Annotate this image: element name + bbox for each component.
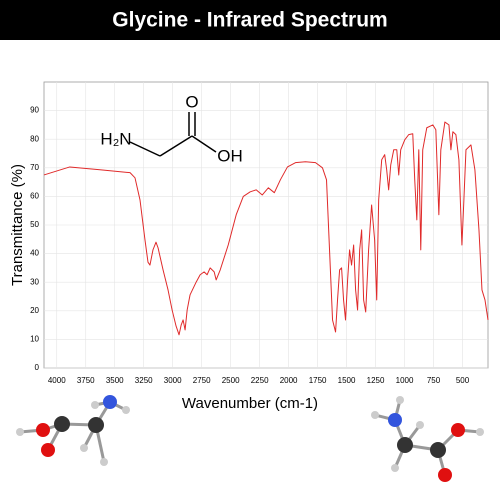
grid bbox=[44, 82, 488, 369]
y-tick-label: 60 bbox=[30, 192, 39, 201]
y-tick-label: 80 bbox=[30, 134, 39, 143]
y-tick-label: 20 bbox=[30, 306, 39, 315]
y-tick-label: 40 bbox=[30, 249, 39, 258]
x-tick-label: 1250 bbox=[367, 376, 385, 385]
title-bar bbox=[0, 0, 500, 40]
annotation: H₂N bbox=[100, 129, 131, 148]
x-tick-label: 3000 bbox=[164, 376, 182, 385]
x-tick-label: 4000 bbox=[48, 376, 66, 385]
y-tick-label: 0 bbox=[35, 363, 40, 372]
spectrum-line bbox=[43, 121, 489, 336]
x-tick-label: 750 bbox=[427, 376, 441, 385]
x-tick-label: 3750 bbox=[77, 376, 95, 385]
y-tick-label: 50 bbox=[30, 220, 39, 229]
y-axis-label: Transmittance (%) bbox=[9, 164, 26, 286]
x-tick-label: 2000 bbox=[280, 376, 298, 385]
molecule-model-right bbox=[371, 396, 484, 482]
x-tick-label: 2250 bbox=[251, 376, 269, 385]
x-tick-label: 3250 bbox=[135, 376, 153, 385]
annotation: O bbox=[185, 92, 198, 111]
y-tick-label: 30 bbox=[30, 277, 39, 286]
annotation: OH bbox=[217, 146, 243, 165]
x-tick-label: 1500 bbox=[338, 376, 356, 385]
x-tick-label: 1750 bbox=[309, 376, 327, 385]
molecule-model-left bbox=[16, 395, 130, 466]
y-tick-label: 70 bbox=[30, 163, 39, 172]
x-tick-label: 2750 bbox=[193, 376, 211, 385]
x-tick-label: 2500 bbox=[222, 376, 240, 385]
structure bbox=[129, 112, 217, 157]
y-tick-label: 10 bbox=[30, 335, 39, 344]
x-tick-label: 1000 bbox=[396, 376, 414, 385]
y-tick-label: 90 bbox=[30, 106, 39, 115]
x-tick-label: 500 bbox=[456, 376, 470, 385]
chart-title: Glycine - Infrared Spectrum bbox=[112, 9, 387, 32]
x-tick-label: 3500 bbox=[106, 376, 124, 385]
x-axis-label: Wavenumber (cm-1) bbox=[182, 395, 318, 412]
